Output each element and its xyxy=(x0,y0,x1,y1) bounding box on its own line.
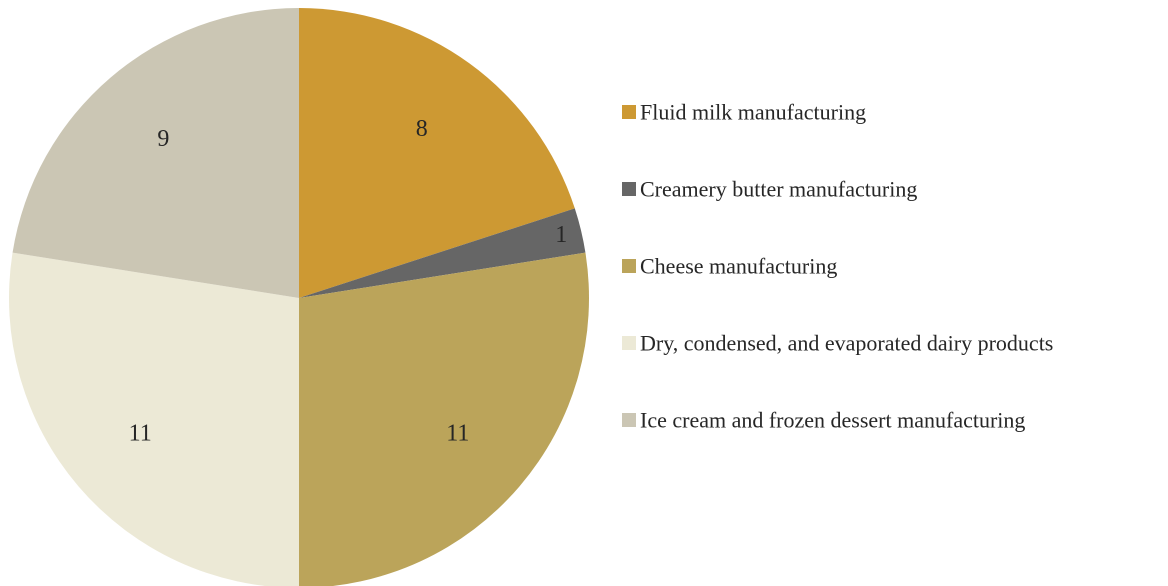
pie-slice-cheese-manufacturing xyxy=(299,252,589,586)
legend-label: Ice cream and frozen dessert manufacturi… xyxy=(640,408,1025,433)
pie-slices xyxy=(9,8,589,586)
pie-slice-creamery-butter-manufacturing xyxy=(299,208,586,298)
legend-item-dry-condensed-and-evaporated-dairy-products: Dry, condensed, and evaporated dairy pro… xyxy=(622,331,1053,356)
legend-label: Fluid milk manufacturing xyxy=(640,100,866,125)
legend-swatch xyxy=(622,413,636,427)
legend-swatch xyxy=(622,105,636,119)
legend-label: Creamery butter manufacturing xyxy=(640,177,917,202)
legend-label: Cheese manufacturing xyxy=(640,254,837,279)
legend-item-cheese-manufacturing: Cheese manufacturing xyxy=(622,254,837,279)
legend-swatch xyxy=(622,259,636,273)
legend-item-ice-cream-and-frozen-dessert-manufacturing: Ice cream and frozen dessert manufacturi… xyxy=(622,408,1025,433)
legend-item-fluid-milk-manufacturing: Fluid milk manufacturing xyxy=(622,100,866,125)
pie-slice-dry-condensed-and-evaporated-dairy-products xyxy=(9,252,299,586)
pie-slice-fluid-milk-manufacturing xyxy=(299,8,575,298)
data-label-dry-condensed-and-evaporated-dairy-products: 11 xyxy=(129,421,152,447)
data-label-creamery-butter-manufacturing: 1 xyxy=(555,222,567,248)
pie-slice-ice-cream-and-frozen-dessert-manufacturing xyxy=(12,8,299,298)
legend-label: Dry, condensed, and evaporated dairy pro… xyxy=(640,331,1053,356)
data-label-ice-cream-and-frozen-dessert-manufacturing: 9 xyxy=(157,126,169,152)
legend-swatch xyxy=(622,182,636,196)
data-label-fluid-milk-manufacturing: 8 xyxy=(416,116,428,142)
legend-swatch xyxy=(622,336,636,350)
legend: Fluid milk manufacturing Creamery butter … xyxy=(622,100,1053,433)
legend-item-creamery-butter-manufacturing: Creamery butter manufacturing xyxy=(622,177,917,202)
data-label-cheese-manufacturing: 11 xyxy=(446,421,469,447)
